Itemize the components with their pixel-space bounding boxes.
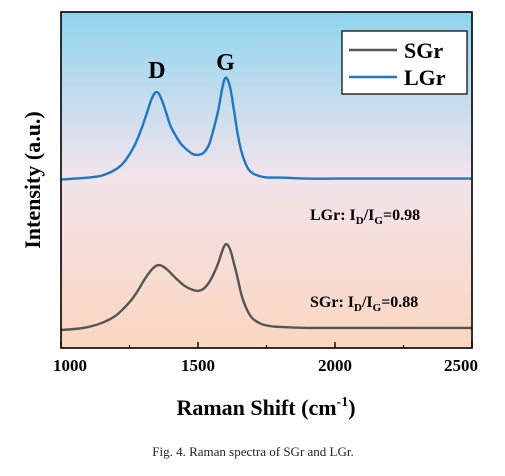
annotation-sgr-sub-g: G <box>373 302 382 314</box>
y-axis-label: Intensity (a.u.) <box>20 111 45 249</box>
x-tick-label: 2000 <box>318 356 352 375</box>
legend-label-lgr: LGr <box>404 65 446 90</box>
annotation-lgr-prefix: LGr: I <box>310 207 356 224</box>
legend-box <box>341 30 468 95</box>
annotation-lgr-mid: /I <box>363 207 375 224</box>
annotation-sgr-mid: /I <box>361 294 373 311</box>
series-line-lgr <box>60 76 472 181</box>
peak-label-g: G <box>216 50 235 76</box>
x-axis-label-end: ) <box>348 395 355 420</box>
legend-label-sgr: SGr <box>404 38 443 63</box>
x-axis-label: Raman Shift (cm-1) <box>176 395 355 420</box>
annotation-lgr-ratio: LGr: ID/IG=0.98 <box>310 207 420 227</box>
x-tick-label: 1500 <box>181 356 215 375</box>
x-ticks: 1000 1500 2000 2500 <box>53 342 478 375</box>
x-tick-label: 2500 <box>444 356 478 375</box>
legend: SGr LGr <box>341 30 468 95</box>
annotation-sgr-sub-d: D <box>354 302 362 314</box>
x-axis-label-main: Raman Shift (cm <box>176 395 336 420</box>
series-line-sgr <box>60 242 472 332</box>
annotation-sgr-value: =0.88 <box>381 294 418 311</box>
annotation-sgr-prefix: SGr: I <box>310 294 354 311</box>
x-tick-label: 1000 <box>53 356 87 375</box>
series-layer <box>60 76 472 332</box>
annotation-lgr-sub-d: D <box>356 215 364 227</box>
peak-label-d: D <box>148 58 165 84</box>
annotation-sgr-ratio: SGr: ID/IG=0.88 <box>310 294 418 314</box>
figure-caption: Fig. 4. Raman spectra of SGr and LGr. <box>152 444 353 459</box>
annotation-lgr-sub-g: G <box>374 215 383 227</box>
x-axis-label-sup: -1 <box>337 395 349 410</box>
annotation-lgr-value: =0.98 <box>383 207 420 224</box>
